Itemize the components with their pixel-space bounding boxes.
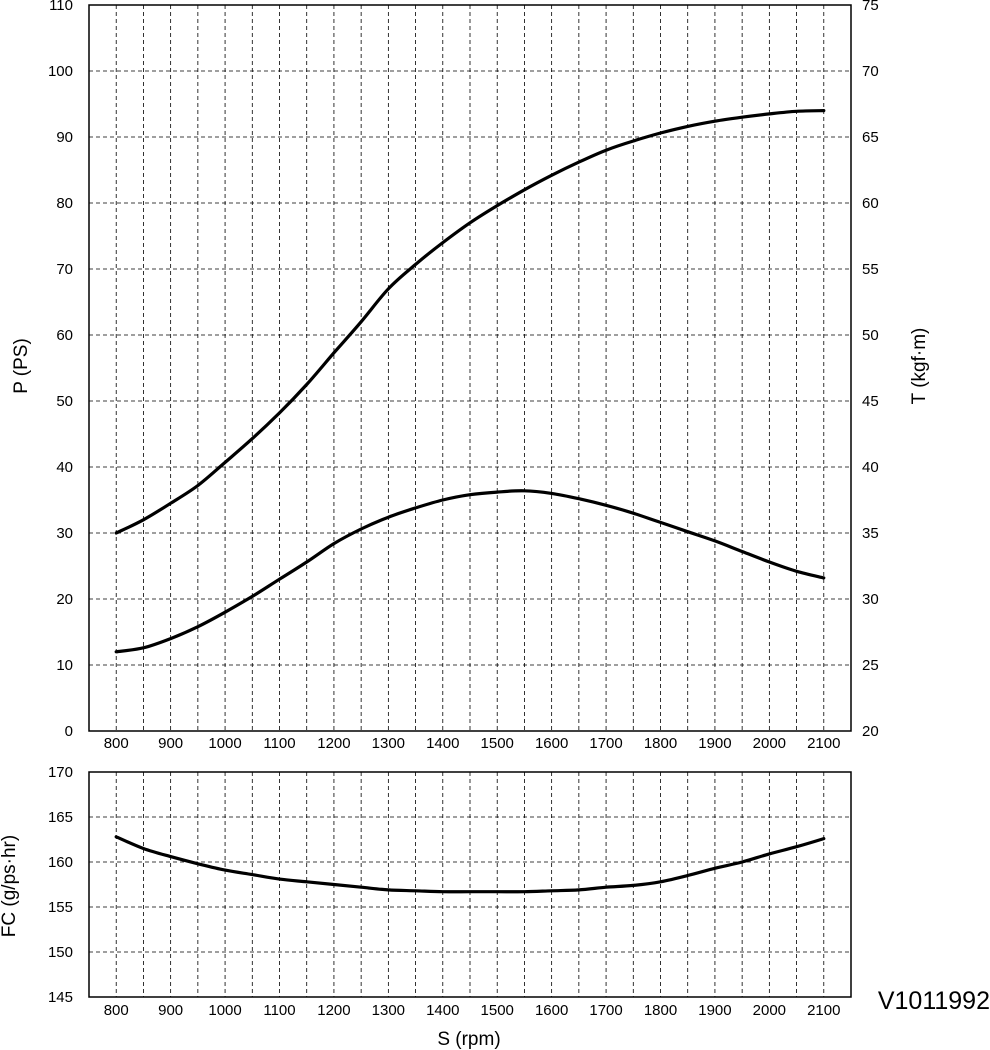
x-tick-label: 900: [158, 735, 183, 752]
y-tick-label: 170: [48, 764, 73, 781]
y-tick-label: 90: [56, 129, 73, 146]
top-right-axis-title: T (kgf·m): [909, 328, 930, 405]
y-tick-label: 150: [48, 944, 73, 961]
bottom-gridlines: [89, 772, 851, 997]
y-tick-label: 160: [48, 854, 73, 871]
y-tick-label: 0: [65, 723, 73, 740]
bottom-x-axis-title: S (rpm): [437, 1029, 500, 1050]
x-tick-label: 1600: [535, 1002, 568, 1019]
x-tick-label: 1900: [698, 735, 731, 752]
figure-code: V1011992: [878, 987, 990, 1015]
y2-tick-label: 55: [862, 261, 879, 278]
y2-tick-label: 65: [862, 129, 879, 146]
top-gridlines: [89, 5, 851, 731]
x-tick-label: 1900: [698, 1002, 731, 1019]
bottom-plot-frame: [88, 771, 852, 998]
x-tick-label: 1100: [263, 735, 295, 752]
top-x-tick-labels: 800 900 1000 1100 1200 1300 1400 1500 1600 1700 18…: [104, 735, 841, 752]
y-tick-label: 80: [56, 195, 73, 212]
bottom-y-tick-labels: 145 150 155 160 165 170: [48, 764, 73, 1006]
top-right-y-tick-labels: 20 25 30 35 40 45 50 55 60 65 70 75: [862, 0, 879, 740]
top-chart-area: 800 900 1000 1100 1200 1300 1400 1500 1600 1700 18…: [11, 0, 930, 752]
y2-tick-label: 35: [862, 525, 879, 542]
fuel-consumption-curve: [114, 835, 826, 894]
x-tick-label: 1400: [426, 1002, 459, 1019]
bottom-series-lines: [114, 835, 826, 894]
y-tick-label: 10: [56, 657, 73, 674]
x-tick-label: 1300: [372, 735, 405, 752]
x-tick-label: 1000: [208, 1002, 241, 1019]
y-tick-label: 165: [48, 809, 73, 826]
x-tick-label: 1300: [372, 1002, 405, 1019]
x-tick-label: 2000: [753, 1002, 786, 1019]
bottom-x-tick-labels: 800 900 1000 1100 1200 1300 1400 1500 1600 1700 18…: [104, 1002, 841, 1019]
x-tick-label: 1200: [317, 735, 350, 752]
y2-tick-label: 45: [862, 393, 879, 410]
x-tick-label: 2100: [807, 1002, 840, 1019]
y-tick-label: 60: [56, 327, 73, 344]
y2-tick-label: 20: [862, 723, 879, 740]
y2-tick-label: 40: [862, 459, 879, 476]
x-tick-label: 1800: [644, 1002, 677, 1019]
x-tick-label: 1500: [481, 1002, 514, 1019]
x-tick-label: 800: [104, 1002, 129, 1019]
y2-tick-label: 25: [862, 657, 879, 674]
y2-tick-label: 75: [862, 0, 879, 14]
x-tick-label: 1600: [535, 735, 568, 752]
x-tick-label: 1500: [481, 735, 514, 752]
y2-tick-label: 50: [862, 327, 879, 344]
y-tick-label: 110: [49, 0, 73, 14]
bottom-chart-area: 800 900 1000 1100 1200 1300 1400 1500 1600 1700 18…: [0, 764, 852, 1050]
y-tick-label: 100: [48, 63, 73, 80]
y-tick-label: 30: [56, 525, 73, 542]
torque-curve: [114, 489, 826, 654]
x-tick-label: 1000: [208, 735, 241, 752]
y-tick-label: 40: [56, 459, 73, 476]
x-tick-label: 1700: [589, 1002, 622, 1019]
top-plot-frame: [88, 4, 852, 732]
y2-tick-label: 30: [862, 591, 879, 608]
x-tick-label: 1200: [317, 1002, 350, 1019]
x-tick-label: 900: [158, 1002, 183, 1019]
x-tick-label: 1100: [263, 1002, 295, 1019]
y-tick-label: 70: [56, 261, 73, 278]
x-tick-label: 2000: [753, 735, 786, 752]
top-left-axis-title: P (PS): [11, 338, 32, 394]
x-tick-label: 800: [104, 735, 129, 752]
y2-tick-label: 70: [862, 63, 879, 80]
y-tick-label: 50: [56, 393, 73, 410]
x-tick-label: 1700: [589, 735, 622, 752]
top-series-lines: [114, 109, 826, 654]
bottom-left-axis-title: FC (g/ps·hr): [0, 835, 20, 937]
y-tick-label: 145: [48, 989, 73, 1006]
y2-tick-label: 60: [862, 195, 879, 212]
power-curve: [114, 109, 826, 535]
x-tick-label: 1400: [426, 735, 459, 752]
y-tick-label: 20: [56, 591, 73, 608]
x-tick-label: 2100: [807, 735, 840, 752]
x-tick-label: 1800: [644, 735, 677, 752]
top-left-y-tick-labels: 0 10 20 30 40 50 60 70 80 90 100 110: [48, 0, 73, 740]
y-tick-label: 155: [48, 899, 73, 916]
